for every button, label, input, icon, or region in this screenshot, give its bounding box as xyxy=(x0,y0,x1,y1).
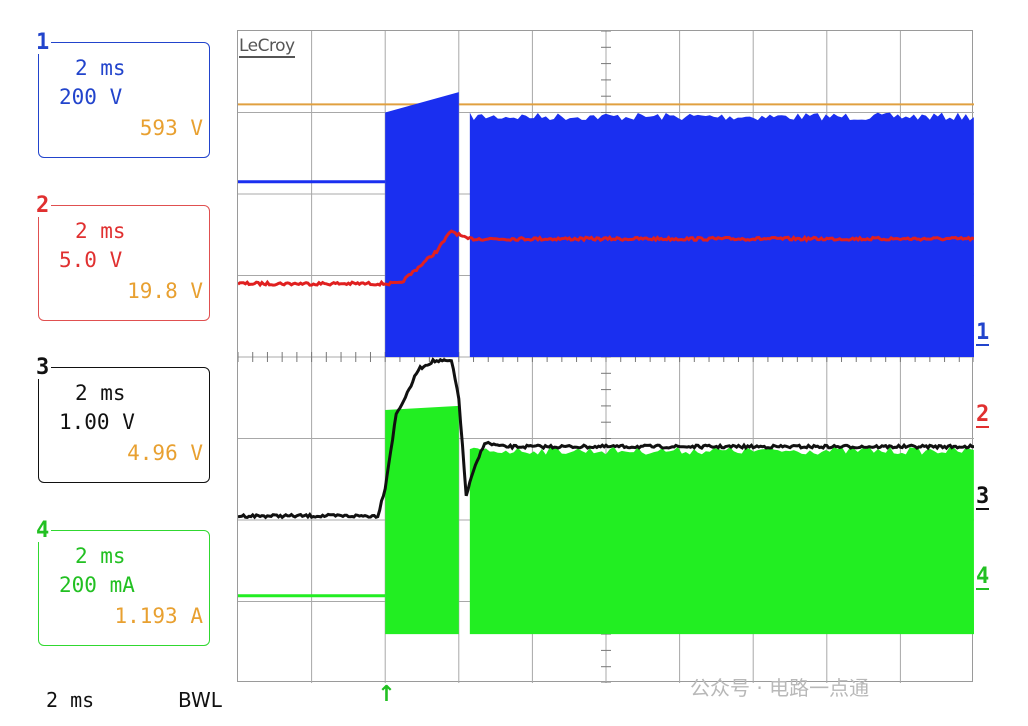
channel-2-number: 2 xyxy=(34,193,52,218)
channel-2-reading: 19.8 V xyxy=(127,279,203,303)
channel-3-marker[interactable]: 3 xyxy=(976,484,990,510)
trace-2-line xyxy=(237,229,975,288)
waveform-plot xyxy=(237,30,975,684)
channel-4-marker[interactable]: 4 xyxy=(976,564,990,590)
channel-2-box: 2 ms 5.0 V 19.8 V xyxy=(38,205,210,321)
trace-3-line xyxy=(237,357,975,520)
channel-1-box: 2 ms 200 V 593 V xyxy=(38,42,210,158)
channel-3-vdiv: 1.00 V xyxy=(59,410,135,434)
channel-3-reading: 4.96 V xyxy=(127,441,203,465)
channel-2-marker[interactable]: 2 xyxy=(976,402,990,428)
channel-4-number: 4 xyxy=(34,518,52,543)
channel-3-number: 3 xyxy=(34,355,52,380)
brand-logo: LeCroy xyxy=(239,36,295,58)
watermark-text: 公众号 · 电路一点通 xyxy=(690,676,870,700)
channel-4-box: 2 ms 200 mA 1.193 A xyxy=(38,530,210,646)
trace-4-switching xyxy=(469,446,974,635)
channel-1-timebase: 2 ms xyxy=(75,56,126,80)
trigger-arrow-icon[interactable]: ↑ xyxy=(377,682,396,707)
channel-1-vdiv: 200 V xyxy=(59,85,123,109)
channel-1-marker[interactable]: 1 xyxy=(976,320,990,346)
channel-1-reading: 593 V xyxy=(139,116,203,140)
trace-4-burst xyxy=(385,405,459,635)
channel-3-timebase: 2 ms xyxy=(75,381,126,405)
scope-screen[interactable] xyxy=(237,30,975,684)
channel-4-timebase: 2 ms xyxy=(75,544,126,568)
footer-bwl: BWL xyxy=(178,688,222,712)
channel-1-number: 1 xyxy=(34,30,52,55)
channel-4-vdiv: 200 mA xyxy=(59,573,135,597)
trace-1-switching xyxy=(469,112,974,357)
footer-timebase: 2 ms xyxy=(46,688,95,712)
channel-2-timebase: 2 ms xyxy=(75,219,126,243)
channel-4-reading: 1.193 A xyxy=(114,604,203,628)
trace-1-burst xyxy=(385,92,459,357)
channel-2-vdiv: 5.0 V xyxy=(59,248,123,272)
channel-3-box: 2 ms 1.00 V 4.96 V xyxy=(38,367,210,483)
